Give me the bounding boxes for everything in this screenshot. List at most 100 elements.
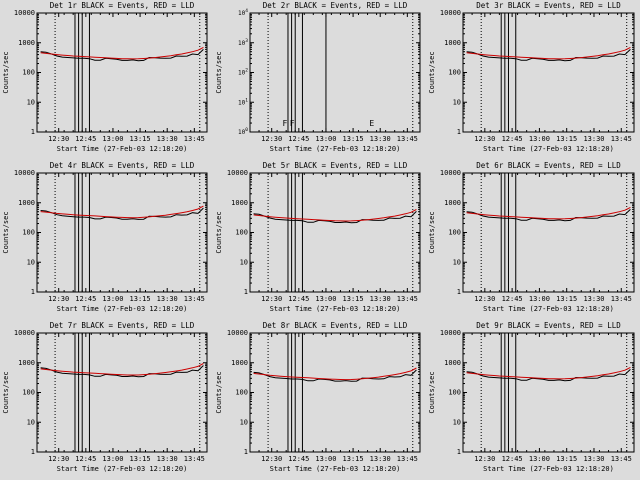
y-tick-label: 10000 <box>14 9 35 17</box>
y-tick-label: 10 <box>27 98 35 106</box>
y-tick-label: 100 <box>22 389 35 397</box>
lld-curve <box>253 209 417 222</box>
subplot-det-1r: 12:30 12:45 13:00 13:15 13:30 13:45 1 10 100 1000… <box>2 1 208 153</box>
x-tick-label: 13:00 <box>102 135 123 143</box>
x-tick-label: 13:15 <box>130 455 151 463</box>
x-tick-label: 13:30 <box>370 455 391 463</box>
flag-annotation: E <box>369 119 374 128</box>
x-tick-label: 13:30 <box>157 295 178 303</box>
y-axis-label: Counts/sec <box>2 211 10 253</box>
x-tick-label: 13:45 <box>611 295 632 303</box>
x-tick-label: 13:00 <box>102 295 123 303</box>
y-tick-label: 1000 <box>444 39 461 47</box>
y-tick-label: 10000 <box>440 9 461 17</box>
subplot-det-2r: 12:30 12:45 13:00 13:15 13:30 13:45 100 101 102 1… <box>215 1 421 153</box>
x-tick-label: 13:15 <box>556 295 577 303</box>
y-tick-label: 1 <box>31 128 35 136</box>
subplot-title: Det 7r BLACK = Events, RED = LLD <box>50 321 195 330</box>
x-tick-label: 13:00 <box>529 455 550 463</box>
x-axis-label: Start Time (27-Feb-03 12:18:20) <box>57 465 188 473</box>
x-tick-label: 13:00 <box>529 135 550 143</box>
events-curve <box>466 209 631 222</box>
y-tick-label: 1000 <box>18 39 35 47</box>
y-tick-label: 10000 <box>14 169 35 177</box>
x-tick-label: 12:30 <box>48 135 69 143</box>
x-tick-label: 12:30 <box>48 295 69 303</box>
y-axis-label: Counts/sec <box>2 51 10 93</box>
x-axis-label: Start Time (27-Feb-03 12:18:20) <box>57 145 188 153</box>
subplot-det-8r: 12:30 12:45 13:00 13:15 13:30 13:45 1 10 100 1000… <box>215 321 421 473</box>
plot-frame <box>249 12 421 133</box>
x-tick-label: 13:00 <box>315 295 336 303</box>
x-tick-label: 12:30 <box>48 455 69 463</box>
x-tick-label: 13:00 <box>529 295 550 303</box>
x-tick-label: 13:15 <box>343 295 364 303</box>
x-tick-label: 13:15 <box>343 135 364 143</box>
lld-curve <box>40 46 204 60</box>
x-tick-label: 12:30 <box>261 455 282 463</box>
y-tick-label: 10 <box>453 418 461 426</box>
x-tick-label: 12:30 <box>261 295 282 303</box>
y-tick-label-exp: 100 <box>238 127 248 136</box>
y-tick-label: 1000 <box>18 199 35 207</box>
y-tick-label-exp: 101 <box>238 97 248 106</box>
plot-frame <box>36 332 208 453</box>
x-tick-label: 12:45 <box>502 455 523 463</box>
x-tick-label: 13:00 <box>315 135 336 143</box>
x-tick-label: 13:45 <box>184 455 205 463</box>
x-tick-label: 13:45 <box>184 135 205 143</box>
x-tick-label: 13:15 <box>556 455 577 463</box>
x-tick-label: 12:45 <box>502 135 523 143</box>
x-tick-label: 13:30 <box>583 135 604 143</box>
x-tick-label: 13:45 <box>184 295 205 303</box>
flag-annotation: F <box>290 119 295 128</box>
y-tick-label: 10 <box>27 258 35 266</box>
y-tick-label: 1000 <box>231 199 248 207</box>
x-axis-label: Start Time (27-Feb-03 12:18:20) <box>270 145 401 153</box>
subplot-title: Det 2r BLACK = Events, RED = LLD <box>263 1 408 10</box>
x-tick-label: 12:45 <box>75 295 96 303</box>
x-axis-label: Start Time (27-Feb-03 12:18:20) <box>483 465 614 473</box>
y-axis-label: Counts/sec <box>2 371 10 413</box>
x-tick-label: 13:30 <box>583 295 604 303</box>
y-tick-label: 1 <box>244 448 248 456</box>
x-tick-label: 12:45 <box>75 455 96 463</box>
events-curve <box>466 49 631 62</box>
y-tick-label: 1000 <box>444 199 461 207</box>
x-tick-label: 13:45 <box>611 135 632 143</box>
events-curve <box>40 49 204 62</box>
y-tick-label: 10 <box>240 418 248 426</box>
y-tick-label: 1000 <box>231 359 248 367</box>
subplot-title: Det 3r BLACK = Events, RED = LLD <box>476 1 621 10</box>
plot-frame <box>249 332 421 453</box>
y-tick-label-exp: 103 <box>238 38 248 47</box>
y-tick-label-exp: 104 <box>238 8 248 17</box>
subplot-title: Det 5r BLACK = Events, RED = LLD <box>263 161 408 170</box>
y-axis-label: Counts/sec <box>215 211 223 253</box>
y-tick-label: 1 <box>244 288 248 296</box>
x-tick-label: 13:30 <box>583 455 604 463</box>
x-tick-label: 12:45 <box>288 455 309 463</box>
y-tick-label: 10 <box>453 258 461 266</box>
y-tick-label: 100 <box>448 389 461 397</box>
x-axis-label: Start Time (27-Feb-03 12:18:20) <box>270 465 401 473</box>
subplot-det-3r: 12:30 12:45 13:00 13:15 13:30 13:45 1 10 100 1000… <box>428 1 635 153</box>
events-curve <box>466 369 631 382</box>
events-curve <box>253 211 417 224</box>
y-tick-label: 100 <box>22 69 35 77</box>
subplot-det-9r: 12:30 12:45 13:00 13:15 13:30 13:45 1 10 100 1000… <box>428 321 635 473</box>
lld-curve <box>466 46 631 60</box>
y-tick-label: 10000 <box>227 329 248 337</box>
subplot-det-4r: 12:30 12:45 13:00 13:15 13:30 13:45 1 10 100 1000… <box>2 161 208 313</box>
y-tick-label: 100 <box>235 389 248 397</box>
x-tick-label: 12:30 <box>474 135 495 143</box>
y-axis-label: Counts/sec <box>428 371 436 413</box>
plot-frame <box>36 172 208 293</box>
x-tick-label: 13:45 <box>397 455 418 463</box>
subplot-title: Det 9r BLACK = Events, RED = LLD <box>476 321 621 330</box>
lld-curve <box>466 206 631 220</box>
y-tick-label: 100 <box>235 229 248 237</box>
y-tick-label: 1 <box>31 448 35 456</box>
x-tick-label: 13:15 <box>556 135 577 143</box>
